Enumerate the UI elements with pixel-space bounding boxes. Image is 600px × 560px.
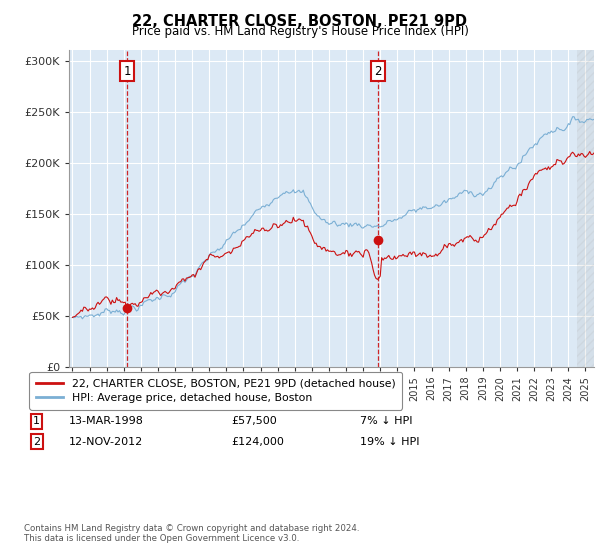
Text: £124,000: £124,000 bbox=[231, 437, 284, 447]
Text: 7% ↓ HPI: 7% ↓ HPI bbox=[360, 416, 413, 426]
Text: £57,500: £57,500 bbox=[231, 416, 277, 426]
Text: 1: 1 bbox=[33, 416, 40, 426]
Text: 13-MAR-1998: 13-MAR-1998 bbox=[69, 416, 144, 426]
Text: 19% ↓ HPI: 19% ↓ HPI bbox=[360, 437, 419, 447]
Legend: 22, CHARTER CLOSE, BOSTON, PE21 9PD (detached house), HPI: Average price, detach: 22, CHARTER CLOSE, BOSTON, PE21 9PD (det… bbox=[29, 372, 402, 409]
Text: 22, CHARTER CLOSE, BOSTON, PE21 9PD: 22, CHARTER CLOSE, BOSTON, PE21 9PD bbox=[133, 14, 467, 29]
Text: 1: 1 bbox=[123, 64, 131, 78]
Text: Price paid vs. HM Land Registry's House Price Index (HPI): Price paid vs. HM Land Registry's House … bbox=[131, 25, 469, 38]
Text: 12-NOV-2012: 12-NOV-2012 bbox=[69, 437, 143, 447]
Text: Contains HM Land Registry data © Crown copyright and database right 2024.
This d: Contains HM Land Registry data © Crown c… bbox=[24, 524, 359, 543]
Text: 2: 2 bbox=[374, 64, 382, 78]
Bar bbox=[577, 50, 594, 367]
Text: 2: 2 bbox=[33, 437, 40, 447]
